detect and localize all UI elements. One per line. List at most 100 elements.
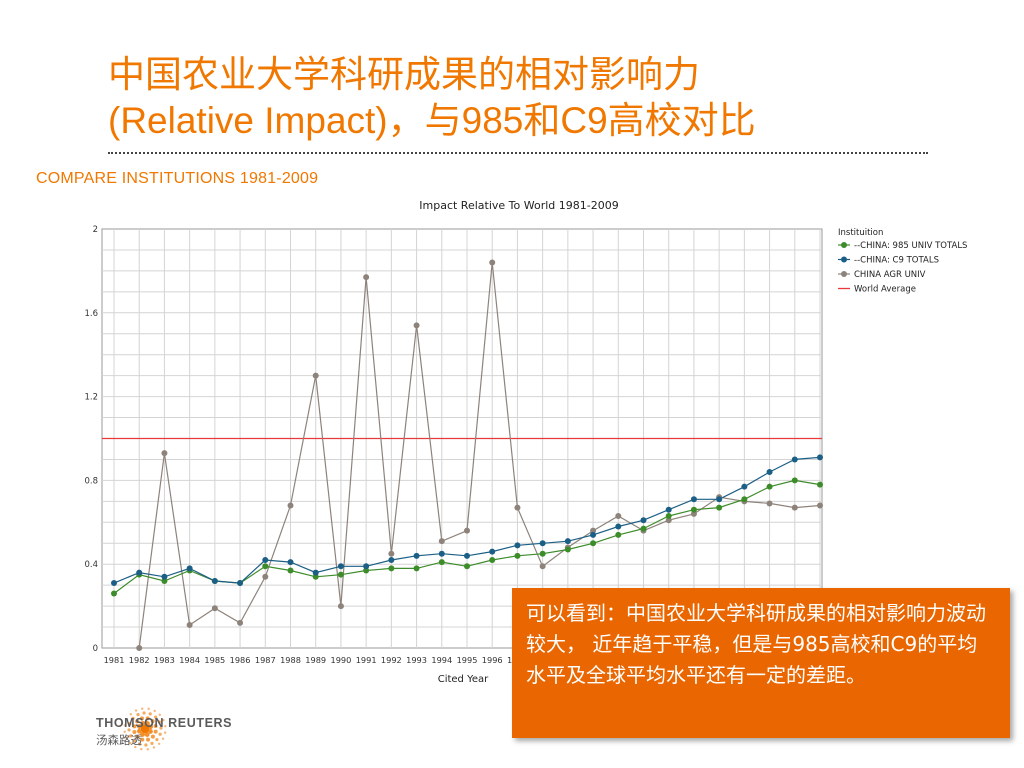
data-point (615, 523, 622, 530)
data-point (413, 322, 420, 329)
x-tick-label: 1989 (305, 655, 326, 665)
data-point (464, 563, 470, 570)
data-point (817, 502, 823, 509)
data-point (539, 540, 546, 547)
data-point (287, 502, 294, 509)
data-point (716, 496, 723, 503)
logo-name: THOMSON REUTERS (96, 716, 233, 730)
data-point (312, 569, 319, 576)
data-point (564, 546, 571, 553)
data-point (287, 567, 294, 574)
data-point (690, 510, 697, 517)
data-point (262, 557, 269, 564)
legend-swatch-marker (841, 271, 847, 277)
series-points (111, 259, 823, 651)
data-point (464, 527, 470, 534)
logo-text: THOMSON REUTERS 汤森路透 (96, 716, 232, 748)
data-point (111, 580, 117, 587)
data-point (438, 550, 445, 557)
x-tick-label: 1991 (356, 655, 377, 665)
x-tick-label: 1996 (482, 655, 503, 665)
data-point (211, 605, 218, 612)
legend-swatch-marker (841, 242, 847, 248)
series-line (138, 262, 821, 649)
data-point (791, 456, 798, 463)
legend-swatch-marker (841, 256, 847, 263)
data-point (590, 527, 597, 534)
data-point (388, 557, 395, 564)
data-point (564, 538, 571, 545)
data-point (817, 454, 823, 461)
x-tick-label: 1993 (406, 655, 427, 665)
data-point (716, 504, 723, 511)
section-label: COMPARE INSTITUTIONS 1981-2009 (36, 170, 319, 187)
data-point (615, 531, 622, 538)
logo-subname: 汤森路透 (96, 735, 142, 747)
data-point (211, 577, 218, 584)
data-point (489, 259, 496, 266)
data-point (186, 565, 193, 572)
x-tick-label: 1982 (129, 655, 150, 665)
data-point (337, 571, 344, 578)
data-point (413, 565, 420, 572)
data-point (665, 506, 672, 513)
data-point (514, 504, 521, 511)
y-tick-labels: 0 0.4 0.8 1.2 1.6 2 (84, 225, 98, 654)
data-point (489, 548, 496, 555)
data-point (590, 531, 597, 538)
legend-title: Instituition (838, 228, 883, 238)
legend-item-label: World Average (854, 285, 916, 295)
data-point (766, 469, 773, 476)
data-point (817, 481, 823, 488)
y-tick-label: 2 (93, 225, 98, 235)
data-point (489, 557, 496, 564)
x-tick-label: 1992 (381, 655, 402, 665)
data-point (665, 517, 672, 524)
x-tick-label: 1984 (179, 655, 200, 665)
data-point (741, 496, 748, 503)
data-point (438, 538, 445, 545)
data-point (312, 372, 319, 379)
data-point (136, 569, 143, 576)
slide-title: 中国农业大学科研成果的相对影响力 (Relative Impact)，与985和… (108, 52, 988, 144)
data-point (363, 274, 370, 281)
chart-title: Impact Relative To World 1981-2009 (419, 199, 618, 212)
legend-item-label: --CHINA: C9 TOTALS (854, 256, 939, 266)
data-point (766, 500, 773, 507)
data-point (262, 563, 269, 570)
data-point (287, 559, 294, 566)
x-tick-label: 1985 (204, 655, 225, 665)
x-tick-label: 1987 (255, 655, 276, 665)
data-point (791, 477, 798, 484)
data-point (690, 506, 697, 513)
legend-item-label: CHINA AGR UNIV (854, 270, 926, 280)
data-point (337, 603, 344, 610)
data-point (312, 573, 319, 580)
callout-box: 可以看到：中国农业大学科研成果的相对影响力波动较大， 近年趋于平稳，但是与985… (512, 588, 1010, 738)
y-tick-label: 1.6 (84, 309, 98, 319)
data-point (514, 542, 521, 549)
data-point (766, 483, 773, 490)
y-tick-label: 0.4 (84, 560, 98, 570)
data-point (337, 563, 344, 570)
x-tick-label: 1981 (104, 655, 125, 665)
data-point (791, 504, 798, 511)
slide-title-line2: (Relative Impact)，与985和C9高校对比 (108, 100, 756, 141)
y-tick-label: 0.8 (84, 476, 98, 486)
x-tick-label: 1986 (230, 655, 251, 665)
data-point (413, 552, 420, 559)
data-point (741, 483, 748, 490)
data-point (640, 525, 647, 532)
data-point (539, 550, 546, 557)
data-point (464, 552, 470, 559)
data-point (363, 563, 370, 570)
data-point (640, 517, 647, 524)
data-point (590, 540, 597, 547)
legend-item-label: --CHINA: 985 UNIV TOTALS (854, 241, 967, 251)
title-divider (108, 152, 928, 154)
x-axis-label: Cited Year (438, 674, 489, 685)
callout-text: 可以看到：中国农业大学科研成果的相对影响力波动较大， 近年趋于平稳，但是与985… (526, 601, 986, 687)
data-point (665, 513, 672, 520)
x-tick-label: 1990 (331, 655, 352, 665)
